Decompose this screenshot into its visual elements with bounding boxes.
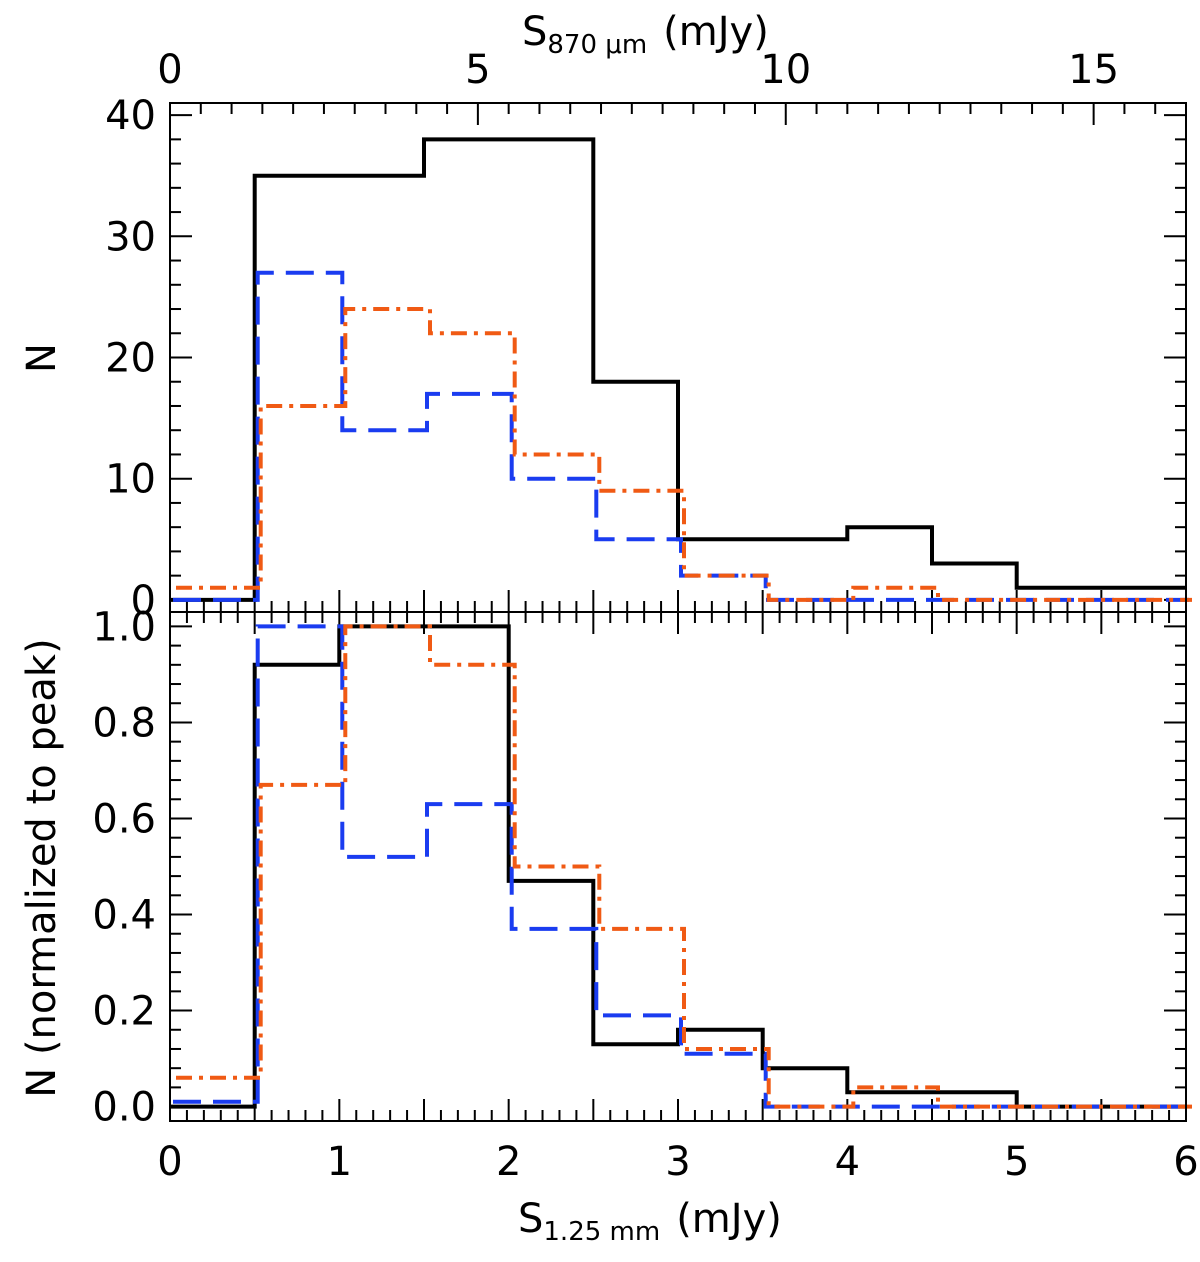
y-tick-label: 0.6 — [92, 796, 156, 842]
y-tick-label: 0 — [131, 578, 156, 624]
series-line-dashdot — [176, 624, 1192, 1109]
top-x-axis-title-unit: (mJy) — [663, 9, 769, 55]
bottom-y-axis-title: N (normalized to peak) — [19, 638, 65, 1097]
y-tick-label: 0.2 — [92, 989, 156, 1035]
bottom-plot-frame — [169, 611, 1187, 1122]
top-x-axis-title-main: S — [522, 9, 547, 55]
bottom-x-axis-title-main: S — [518, 1196, 543, 1242]
bottom-tick-labels: 0.0 0.2 0.4 0.6 0.8 1.0 0 1 2 3 4 5 6 — [92, 604, 1198, 1185]
y-tick-label: 20 — [105, 336, 156, 382]
bottom-x-axis-title: S1.25 mm (mJy) — [518, 1196, 782, 1247]
top-x-axis-title: S870 μm (mJy) — [522, 9, 769, 60]
x-tick-label: 0 — [157, 1139, 182, 1185]
bottom-x-axis-title-sub: 1.25 mm — [543, 1217, 660, 1247]
x-tick-label: 4 — [835, 1139, 860, 1185]
top-series — [170, 137, 1192, 602]
series-line-dashed — [173, 270, 1189, 602]
x-tick-label: 3 — [665, 1139, 690, 1185]
x-tick-label: 2 — [496, 1139, 521, 1185]
x2-tick-label: 10 — [760, 47, 811, 93]
y-tick-label: 0.8 — [92, 700, 156, 746]
series-line-solid — [170, 624, 1186, 1109]
x2-tick-label: 0 — [157, 47, 182, 93]
series-line-dashdot — [176, 307, 1192, 602]
y-tick-label: 0.0 — [92, 1085, 156, 1131]
y-tick-label: 30 — [105, 214, 156, 260]
y-tick-label: 0.4 — [92, 893, 156, 939]
x-tick-label: 6 — [1173, 1139, 1198, 1185]
y-tick-label: 10 — [105, 457, 156, 503]
x-tick-label: 1 — [327, 1139, 352, 1185]
x2-tick-label: 5 — [465, 47, 490, 93]
bottom-panel: 0.0 0.2 0.4 0.6 0.8 1.0 0 1 2 3 4 5 6 N (normalized … — [19, 604, 1199, 1247]
series-line-solid — [170, 137, 1186, 602]
y-tick-label: 40 — [105, 93, 156, 139]
x2-tick-label: 15 — [1068, 47, 1119, 93]
bottom-x-axis-title-unit: (mJy) — [676, 1196, 782, 1242]
series-line-dashed — [173, 624, 1189, 1109]
top-y-axis-title: N — [19, 343, 65, 373]
bottom-series — [170, 624, 1192, 1109]
y-tick-label: 1.0 — [92, 604, 156, 650]
x-tick-label: 5 — [1004, 1139, 1029, 1185]
top-x-axis-title-sub: 870 μm — [547, 30, 647, 60]
